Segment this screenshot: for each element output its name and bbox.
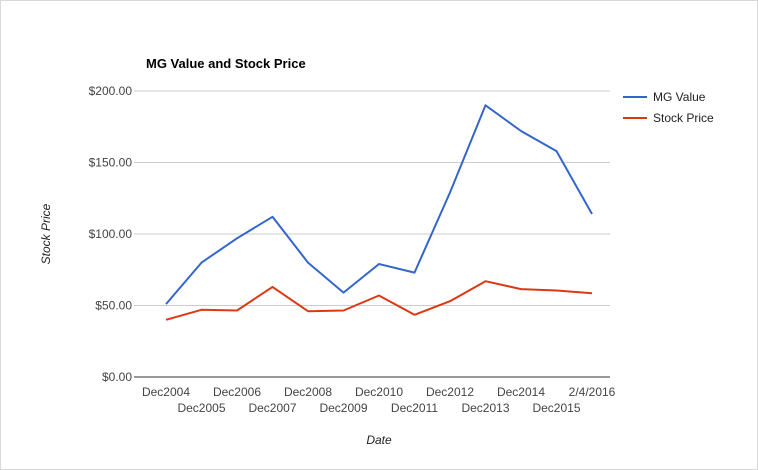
x-tick-label: Dec2015	[532, 401, 580, 415]
x-tick-label: Dec2004	[142, 385, 190, 399]
x-axis-ticks: Dec2004 Dec2005 Dec2006 Dec2007 Dec2008 Dec20…	[142, 385, 616, 415]
x-tick-label: Dec2007	[248, 401, 296, 415]
x-tick-label: Dec2010	[355, 385, 403, 399]
x-tick-label: Dec2011	[391, 401, 438, 415]
series-line	[165, 280, 593, 321]
y-axis-title: Stock Price	[39, 203, 53, 264]
y-tick-label: $200.00	[89, 84, 133, 98]
x-tick-label: Dec2013	[461, 401, 509, 415]
x-tick-label: Dec2005	[177, 401, 225, 415]
series-lines	[165, 104, 593, 321]
gridlines	[134, 90, 610, 378]
y-axis-ticks: $0.00 $50.00 $100.00 $150.00 $200.00	[89, 84, 133, 384]
y-tick-label: $50.00	[95, 299, 132, 313]
legend: MG Value Stock Price	[623, 90, 714, 125]
x-tick-label: Dec2008	[284, 385, 332, 399]
series-line	[165, 104, 593, 305]
x-tick-label: Dec2012	[426, 385, 474, 399]
x-axis-title: Date	[366, 433, 392, 447]
chart-title: MG Value and Stock Price	[146, 56, 306, 71]
x-tick-label: Dec2006	[213, 385, 261, 399]
y-tick-label: $0.00	[102, 370, 132, 384]
legend-label: Stock Price	[653, 111, 714, 125]
x-tick-label: Dec2014	[497, 385, 545, 399]
x-tick-label: Dec2009	[319, 401, 367, 415]
y-tick-label: $150.00	[89, 156, 133, 170]
legend-label: MG Value	[653, 90, 706, 104]
x-tick-label: 2/4/2016	[569, 385, 616, 399]
y-tick-label: $100.00	[89, 227, 133, 241]
